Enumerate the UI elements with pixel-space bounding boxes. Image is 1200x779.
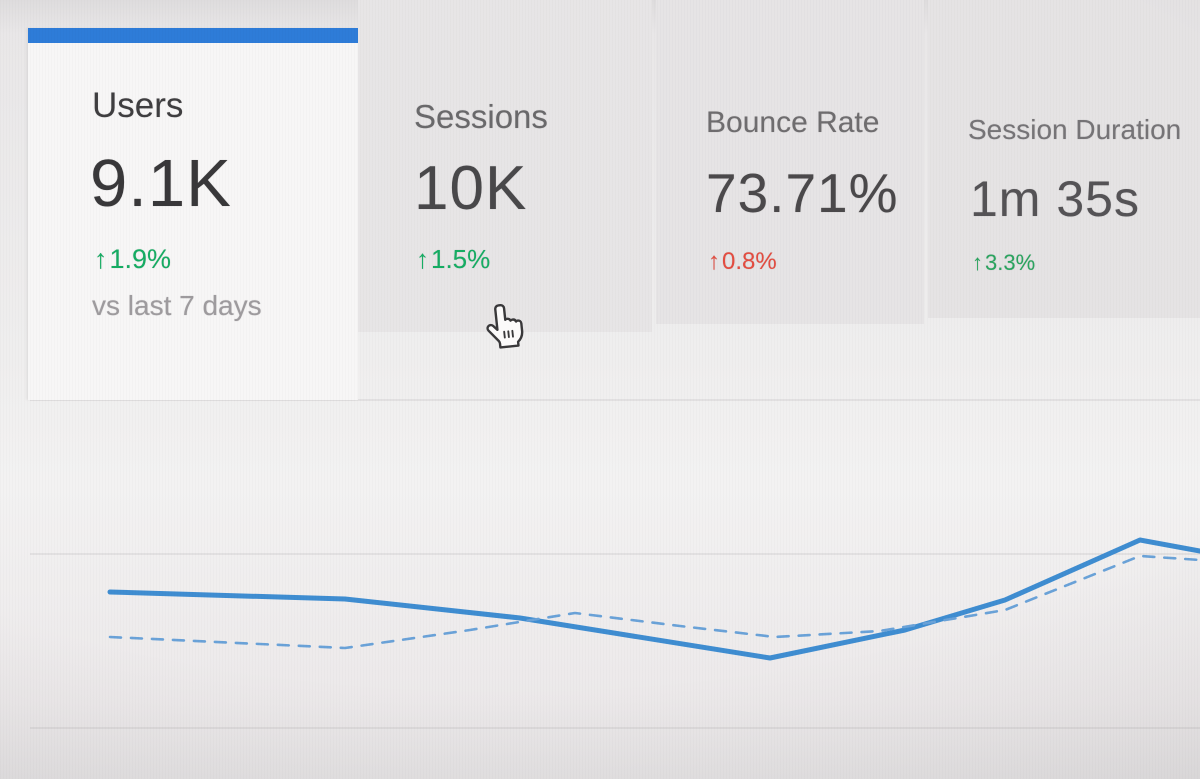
scorecard-value: 73.71%	[706, 162, 899, 224]
selected-tab-indicator	[28, 28, 358, 43]
comparison-note: vs last 7 days	[92, 290, 262, 321]
scorecard-delta-value: 3.3%	[985, 250, 1036, 275]
scorecard-label: Users	[92, 86, 184, 125]
scorecard-delta: ↑1.9%	[94, 244, 171, 275]
scorecard-users[interactable]: Users 9.1K ↑1.9% vs last 7 days	[28, 28, 358, 400]
scorecard-delta: ↑0.8%	[708, 248, 777, 276]
scorecard-label: Bounce Rate	[706, 106, 880, 139]
previous-period-line	[108, 554, 1200, 650]
scorecard-session-duration[interactable]: Session Duration 1m 35s ↑3.3%	[928, 0, 1200, 318]
scorecard-delta-value: 0.8%	[722, 248, 777, 275]
scorecard-label: Session Duration	[968, 114, 1182, 145]
current-period-line	[107, 537, 1200, 661]
up-arrow-icon: ↑	[416, 244, 429, 274]
scorecard-value: 9.1K	[90, 146, 232, 221]
scorecard-label: Sessions	[414, 98, 548, 135]
up-arrow-icon: ↑	[94, 244, 108, 274]
scorecard-delta-value: 1.5%	[431, 244, 491, 274]
scorecard-value: 10K	[414, 154, 528, 223]
up-arrow-icon: ↑	[972, 250, 983, 275]
scorecard-sessions[interactable]: Sessions 10K ↑1.5%	[358, 0, 652, 332]
up-arrow-icon: ↑	[708, 248, 720, 275]
scorecard-delta: ↑3.3%	[972, 250, 1035, 276]
scorecard-value: 1m 35s	[970, 171, 1140, 227]
scorecard-bounce-rate[interactable]: Bounce Rate 73.71% ↑0.8%	[656, 0, 924, 324]
scorecard-delta: ↑1.5%	[416, 244, 490, 275]
scorecard-delta-value: 1.9%	[109, 244, 172, 274]
hand-pointer-cursor	[486, 304, 524, 349]
